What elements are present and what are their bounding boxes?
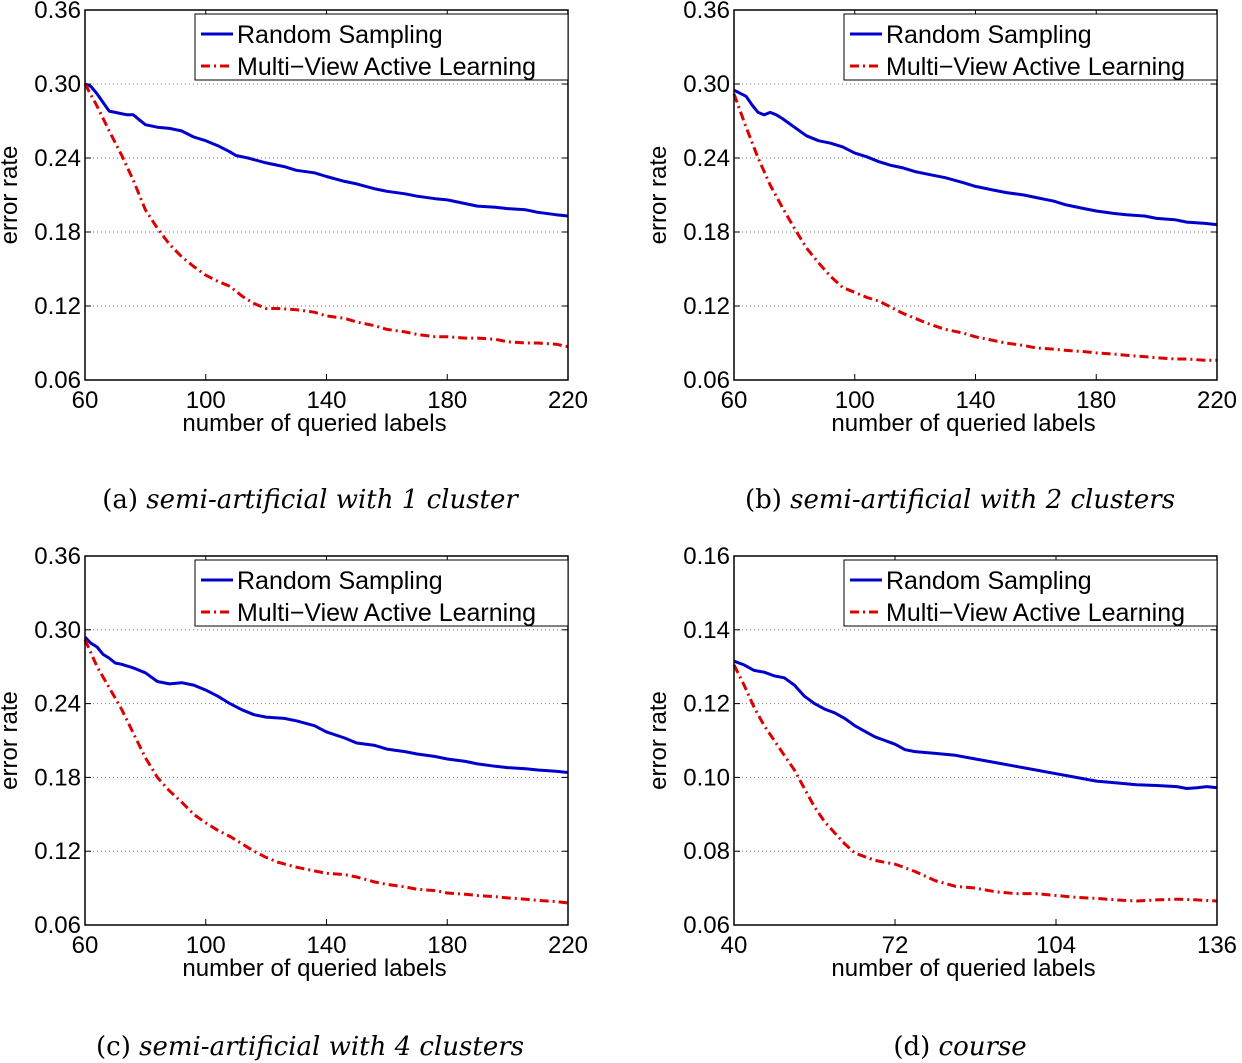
legend-label: Multi−View Active Learning	[886, 53, 1185, 81]
y-tick-label: 0.12	[34, 293, 81, 320]
caption-label: (b)	[745, 485, 790, 515]
series-line-random-sampling	[733, 659, 1218, 790]
caption-title: semi-artificial with 1 cluster	[146, 485, 519, 515]
y-tick-label: 0.08	[683, 838, 730, 865]
caption-title: semi-artificial with 2 clusters	[790, 485, 1175, 515]
legend-label: Random Sampling	[237, 567, 443, 595]
y-tick-label: 0.24	[34, 145, 81, 172]
legend-box	[194, 559, 569, 627]
y-tick-label: 0.06	[34, 367, 81, 394]
x-tick-label: 180	[427, 387, 467, 414]
y-tick-label: 0.36	[683, 0, 730, 24]
series-line-multi-view-active-learning	[83, 83, 569, 349]
x-tick-label: 136	[1197, 932, 1237, 959]
legend: Random Sampling Multi−View Active Learnin…	[194, 559, 569, 627]
chart-panel-2: 60 100 140 180 220 0.06 0.12 0.18 0.24 0.30 0.36 nu…	[645, 0, 1237, 515]
x-tick-label: 104	[1036, 932, 1076, 959]
legend-label: Random Sampling	[886, 567, 1092, 595]
chart-panel-4: 40 72 104 136 0.06 0.08 0.10 0.12 0.14 0.16 number…	[645, 543, 1237, 1062]
x-tick-label: 100	[186, 387, 226, 414]
y-tick-label: 0.36	[34, 543, 81, 570]
x-tick-label: 60	[72, 932, 99, 959]
legend: Random Sampling Multi−View Active Learnin…	[843, 559, 1218, 627]
caption-label: (c)	[96, 1032, 139, 1062]
series-line-random-sampling	[83, 636, 569, 774]
x-tick-label: 140	[955, 387, 995, 414]
x-tick-label: 60	[721, 387, 748, 414]
y-tick-label: 0.10	[683, 764, 730, 791]
y-tick-label: 0.06	[683, 912, 730, 939]
y-axis-label: error rate	[0, 146, 23, 245]
y-tick-label: 0.18	[34, 219, 81, 246]
y-tick-label: 0.16	[683, 543, 730, 570]
legend: Random Sampling Multi−View Active Learnin…	[843, 13, 1218, 81]
x-tick-label: 180	[1076, 387, 1116, 414]
series-line-random-sampling	[84, 82, 569, 218]
x-tick-label: 180	[427, 932, 467, 959]
x-tick-label: 60	[72, 387, 99, 414]
y-tick-label: 0.30	[34, 617, 81, 644]
legend-box	[194, 13, 569, 81]
legend-box	[843, 13, 1218, 81]
legend-label: Random Sampling	[886, 21, 1092, 49]
y-tick-label: 0.30	[683, 71, 730, 98]
legend-label: Random Sampling	[237, 21, 443, 49]
y-tick-label: 0.36	[34, 0, 81, 24]
x-tick-label: 220	[548, 387, 588, 414]
x-axis-label: number of queried labels	[831, 955, 1095, 982]
x-tick-label: 220	[1197, 387, 1237, 414]
chart-panel-1: 60 100 140 180 220 0.06 0.12 0.18 0.24 0.30 0.36 nu…	[0, 0, 588, 515]
x-tick-label: 100	[186, 932, 226, 959]
y-axis-label: error rate	[645, 691, 672, 790]
legend-label: Multi−View Active Learning	[237, 599, 536, 627]
panel-caption: (c) semi-artificial with 4 clusters	[96, 1032, 524, 1062]
y-tick-label: 0.24	[683, 145, 730, 172]
y-tick-label: 0.06	[683, 367, 730, 394]
y-tick-label: 0.18	[683, 219, 730, 246]
panel-caption: (a) semi-artificial with 1 cluster	[102, 485, 519, 515]
plot-frame	[733, 555, 1218, 926]
y-tick-label: 0.24	[34, 691, 81, 718]
legend-label: Multi−View Active Learning	[237, 53, 536, 81]
x-axis-label: number of queried labels	[831, 410, 1095, 437]
x-axis-label: number of queried labels	[182, 955, 446, 982]
series-line-multi-view-active-learning	[732, 664, 1218, 903]
caption-title: semi-artificial with 4 clusters	[139, 1032, 524, 1062]
y-tick-label: 0.12	[683, 293, 730, 320]
y-axis-label: error rate	[0, 691, 23, 790]
caption-label: (a)	[102, 485, 146, 515]
x-tick-label: 220	[548, 932, 588, 959]
y-tick-label: 0.06	[34, 912, 81, 939]
x-tick-label: 40	[721, 932, 748, 959]
chart-panel-3: 60 100 140 180 220 0.06 0.12 0.18 0.24 0.30 0.36 nu…	[0, 543, 588, 1062]
y-axis-label: error rate	[645, 146, 672, 245]
x-axis-label: number of queried labels	[182, 410, 446, 437]
series-line-multi-view-active-learning	[732, 93, 1217, 362]
caption-label: (d)	[893, 1032, 938, 1062]
legend-box	[843, 559, 1218, 627]
legend-label: Multi−View Active Learning	[886, 599, 1185, 627]
y-tick-label: 0.12	[34, 838, 81, 865]
x-tick-label: 100	[835, 387, 875, 414]
panel-caption: (b) semi-artificial with 2 clusters	[745, 485, 1175, 515]
panel-caption: (d) course	[893, 1032, 1026, 1062]
y-tick-label: 0.30	[34, 71, 81, 98]
x-tick-label: 72	[882, 932, 909, 959]
y-tick-label: 0.18	[34, 764, 81, 791]
series-line-multi-view-active-learning	[83, 638, 569, 905]
x-tick-label: 140	[306, 387, 346, 414]
y-tick-label: 0.12	[683, 691, 730, 718]
caption-title: course	[939, 1032, 1027, 1062]
x-tick-label: 140	[306, 932, 346, 959]
y-tick-label: 0.14	[683, 617, 730, 644]
legend: Random Sampling Multi−View Active Learnin…	[194, 13, 569, 81]
series-line-random-sampling	[733, 88, 1218, 227]
